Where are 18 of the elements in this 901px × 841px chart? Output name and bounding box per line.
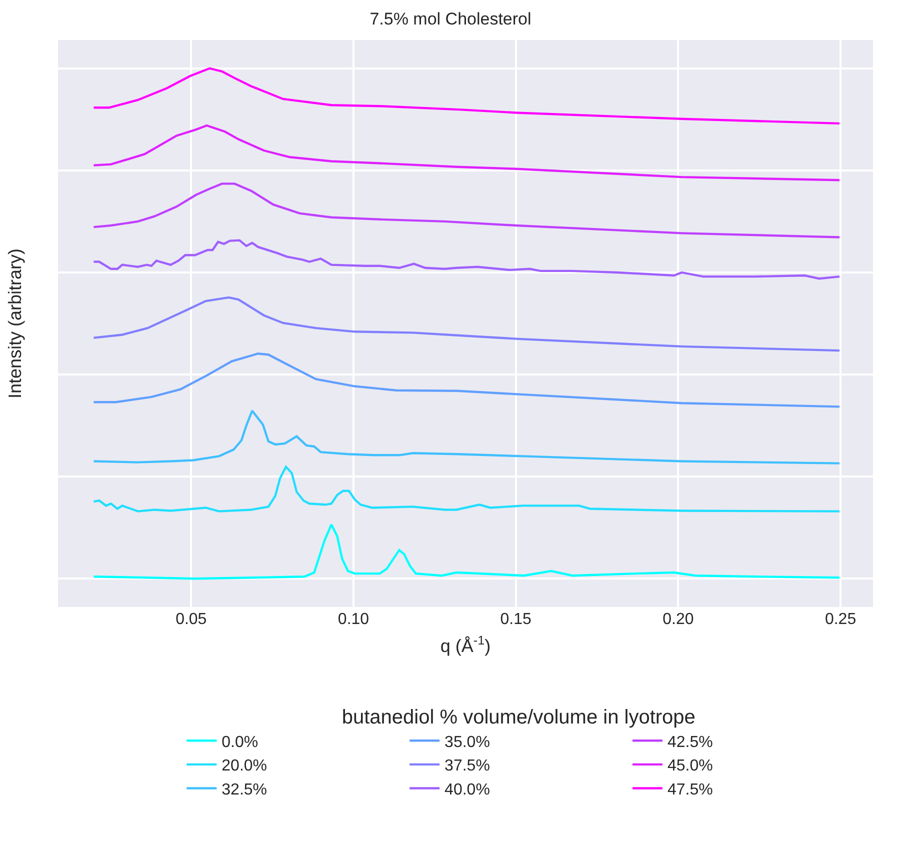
- y-axis-title: Intensity (arbitrary): [5, 248, 25, 399]
- legend-label: 40.0%: [444, 781, 490, 798]
- legend-label: 32.5%: [222, 781, 268, 798]
- legend-label: 20.0%: [222, 758, 268, 775]
- legend-label: 42.5%: [667, 734, 713, 751]
- x-tick-label: 0.20: [662, 611, 694, 628]
- chart-title: 7.5% mol Cholesterol: [370, 10, 532, 29]
- x-tick-label: 0.10: [338, 611, 370, 628]
- x-tick-label: 0.25: [824, 611, 856, 628]
- legend-label: 45.0%: [667, 758, 713, 775]
- legend-title: butanediol % volume/volume in lyotrope: [342, 706, 696, 729]
- x-tick-label: 0.15: [500, 611, 532, 628]
- x-axis-title: q (Å$^{-1}$): [440, 634, 491, 656]
- legend-label: 0.0%: [222, 734, 258, 751]
- legend-label: 47.5%: [667, 781, 713, 798]
- x-tick-label: 0.05: [176, 611, 207, 628]
- legend-label: 35.0%: [444, 734, 490, 751]
- legend-label: 37.5%: [444, 758, 490, 775]
